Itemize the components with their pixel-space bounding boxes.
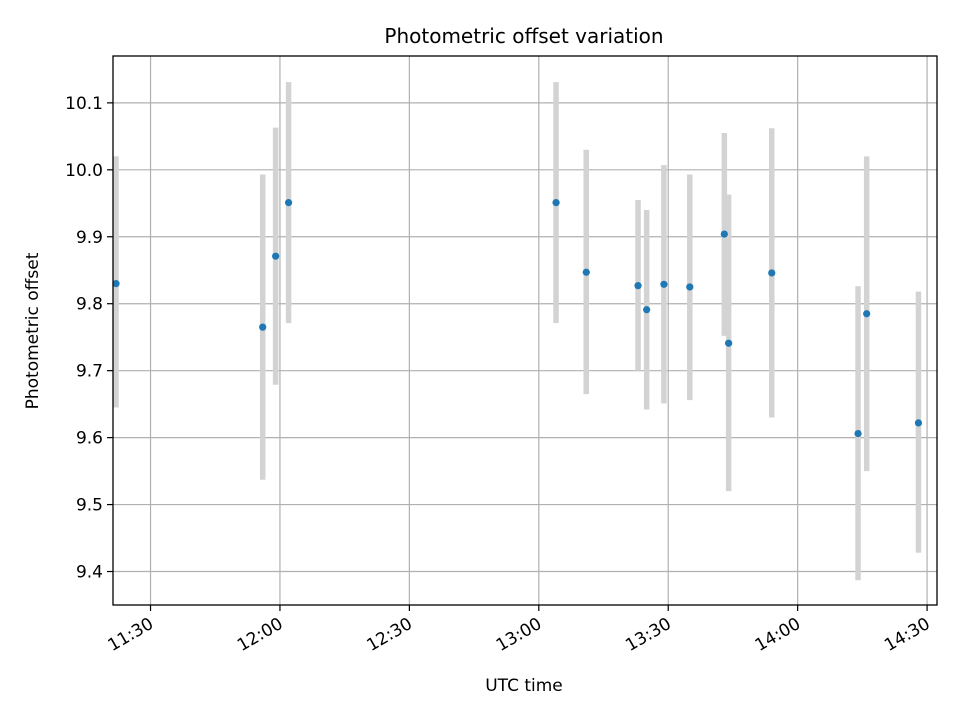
data-point (725, 339, 733, 347)
data-point (720, 230, 728, 238)
data-point (660, 280, 668, 288)
y-tick-label: 9.9 (76, 228, 103, 248)
data-point (863, 310, 871, 318)
data-point (112, 280, 120, 288)
y-tick-label: 10.0 (65, 161, 103, 181)
y-tick-label: 9.6 (76, 429, 103, 449)
data-point (768, 269, 776, 277)
y-tick-label: 9.5 (76, 496, 103, 516)
y-axis-label: Photometric offset (23, 252, 43, 409)
data-point (643, 306, 651, 314)
data-point (914, 419, 923, 427)
data-point (284, 199, 293, 207)
grid-lines (113, 56, 937, 605)
y-tick-label: 9.8 (76, 295, 103, 315)
data-point (272, 252, 280, 260)
y-tick-label: 9.7 (76, 362, 103, 382)
data-points (112, 199, 923, 438)
x-axis-label: UTC time (485, 676, 563, 696)
data-point (854, 430, 862, 438)
data-point (552, 199, 560, 207)
y-tick-label: 9.4 (76, 563, 103, 583)
y-axis-ticks: 9.4 9.5 9.6 9.7 9.8 9.9 10.0 10.1 (65, 94, 113, 583)
chart-title: Photometric offset variation (384, 24, 663, 48)
data-point (259, 323, 267, 331)
data-point (686, 283, 694, 291)
plot-frame (112, 55, 938, 606)
data-point (634, 282, 642, 290)
y-tick-label: 10.1 (65, 94, 103, 114)
data-point (582, 268, 590, 276)
